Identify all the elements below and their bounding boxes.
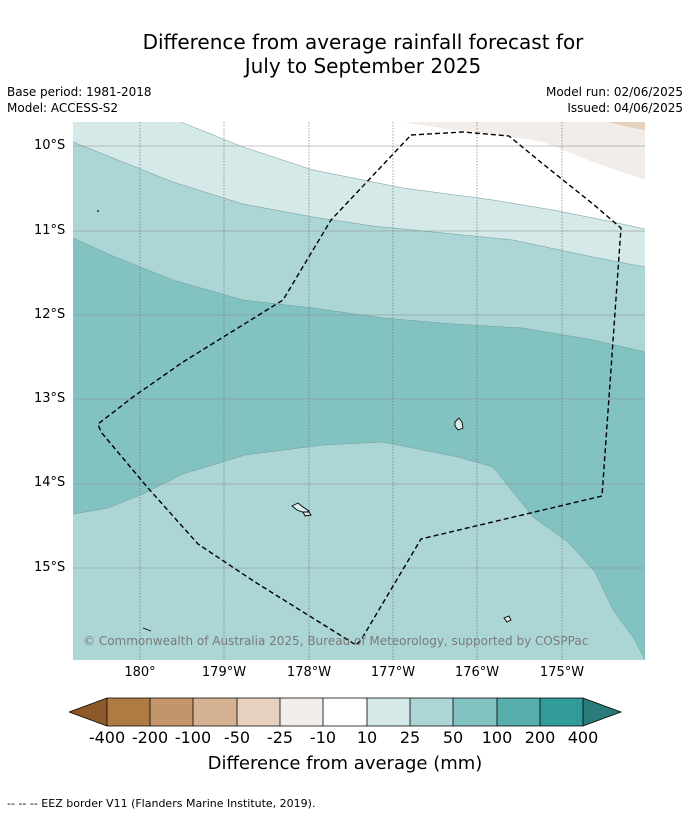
lon-label-178w: 178°W — [286, 665, 332, 680]
legend-tick-9: 50 — [442, 728, 464, 747]
legend-swatch-11 — [540, 698, 583, 726]
base-period-text: Base period: 1981-2018 — [7, 85, 152, 99]
lon-label-180: 180° — [124, 665, 156, 680]
legend-tick-4: -50 — [223, 728, 251, 747]
lat-gridlines — [73, 145, 645, 569]
legend-swatch-2 — [150, 698, 193, 726]
legend-tick-11: 200 — [524, 728, 556, 747]
legend-swatch-7 — [367, 698, 410, 726]
lat-label-15s: 15°S — [34, 560, 66, 575]
lat-label-13s: 13°S — [34, 391, 66, 406]
lon-label-179w: 179°W — [201, 665, 247, 680]
lat-label-10s: 10°S — [34, 138, 66, 153]
legend-swatch-4 — [237, 698, 280, 726]
lon-label-177w: 177°W — [370, 665, 416, 680]
eez-footnote: -- -- -- EEZ border V11 (Flanders Marine… — [7, 797, 316, 810]
legend-tick-8: 25 — [399, 728, 421, 747]
copyright-text: © Commonwealth of Australia 2025, Bureau… — [83, 634, 589, 648]
contour-lines — [73, 122, 645, 660]
meta-right: Model run: 02/06/2025 Issued: 04/06/2025 — [546, 84, 683, 116]
island-small-south — [503, 615, 512, 623]
rainfall-map[interactable]: © Commonwealth of Australia 2025, Bureau… — [73, 122, 645, 660]
legend-tick-5: -25 — [266, 728, 294, 747]
island-wallis — [291, 502, 310, 514]
issued-text: Issued: 04/06/2025 — [567, 101, 683, 115]
chart-title: Difference from average rainfall forecas… — [0, 30, 690, 78]
lon-label-176w: 176°W — [454, 665, 500, 680]
island-futuna — [302, 511, 312, 517]
legend-swatch-10 — [497, 698, 540, 726]
lat-label-11s: 11°S — [34, 223, 66, 238]
legend-tick-3: -100 — [174, 728, 212, 747]
legend-swatch-6 — [323, 698, 367, 726]
legend-tick-2: -200 — [131, 728, 169, 747]
island-rotuma — [142, 627, 152, 632]
eez-border — [97, 131, 622, 646]
meta-left: Base period: 1981-2018 Model: ACCESS-S2 — [7, 84, 152, 116]
model-run-text: Model run: 02/06/2025 — [545, 85, 683, 99]
legend-extend-low — [69, 698, 107, 726]
legend-swatch-8 — [410, 698, 453, 726]
map-svg — [73, 122, 645, 660]
legend-extend-high — [583, 698, 621, 726]
legend-tick-1: -400 — [88, 728, 126, 747]
legend-swatch-9 — [453, 698, 497, 726]
island-outlines — [142, 417, 512, 632]
lon-label-175w: 175°W — [539, 665, 585, 680]
lon-gridlines — [139, 122, 563, 660]
title-line-1: Difference from average rainfall forecas… — [142, 30, 584, 54]
lat-label-14s: 14°S — [34, 475, 66, 490]
legend-colorbar — [69, 697, 623, 727]
legend-tick-10: 100 — [481, 728, 513, 747]
legend-tick-6: -10 — [309, 728, 337, 747]
band-neutral-top — [181, 122, 645, 229]
band-50-100-middle — [73, 238, 645, 660]
model-text: Model: ACCESS-S2 — [7, 101, 119, 115]
legend-dividers — [69, 697, 623, 727]
title-line-2: July to September 2025 — [244, 54, 482, 78]
legend-swatch-5 — [280, 698, 323, 726]
island-upolu — [454, 417, 464, 431]
legend-tick-12: 400 — [567, 728, 599, 747]
lat-label-12s: 12°S — [34, 307, 66, 322]
legend-swatch-3 — [193, 698, 237, 726]
legend-title: Difference from average (mm) — [207, 753, 483, 774]
legend-swatch-1 — [107, 698, 150, 726]
band-minus25-minus10-top — [403, 122, 645, 180]
legend-tick-7: 10 — [356, 728, 378, 747]
island-dot — [97, 210, 99, 212]
band-minus50-minus25-corner — [608, 122, 645, 130]
